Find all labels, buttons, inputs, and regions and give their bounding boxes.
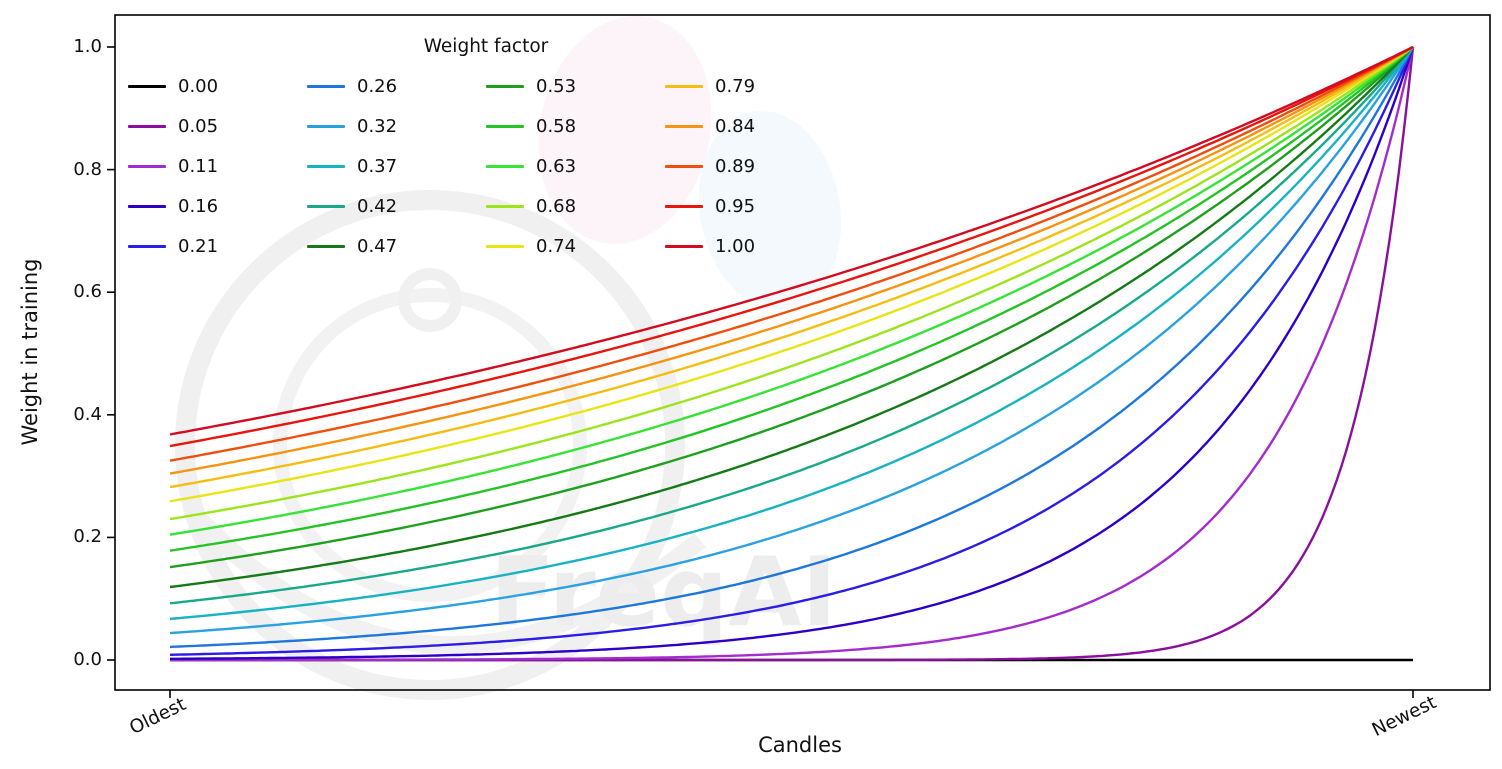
legend: Weight factor 0.00 0.05 0.11 0.16 0.21 0.26 0.… — [128, 36, 844, 266]
legend-item: 0.79 — [665, 76, 844, 97]
legend-swatch — [307, 204, 345, 208]
curve-factor-0.79 — [169, 45, 1414, 489]
curve-factor-0.68 — [169, 46, 1414, 521]
legend-title: Weight factor — [423, 36, 549, 57]
legend-swatch — [307, 244, 345, 248]
curve-factor-0.11 — [170, 46, 1415, 662]
legend-swatch — [307, 124, 345, 128]
legend-item: 0.37 — [307, 156, 486, 177]
y-tick-label: 0.8 — [73, 158, 102, 180]
legend-label: 1.00 — [715, 235, 756, 257]
legend-swatch — [486, 124, 524, 128]
legend-label: 0.95 — [715, 195, 756, 217]
legend-item: 0.26 — [307, 76, 486, 97]
legend-swatch — [665, 204, 703, 208]
curve-factor-0.74 — [169, 46, 1414, 503]
legend-label: 0.84 — [715, 115, 756, 137]
legend-item: 0.11 — [128, 156, 307, 177]
legend-label: 0.37 — [357, 155, 398, 177]
y-tick-label: 0.4 — [73, 403, 102, 425]
axes-box — [114, 14, 1491, 691]
legend-label: 0.79 — [715, 75, 756, 97]
legend-item: 0.00 — [128, 76, 307, 97]
curve-factor-0.32 — [169, 46, 1415, 635]
curve-factor-0.16 — [170, 46, 1415, 660]
legend-label: 0.05 — [178, 115, 219, 137]
legend-label: 0.42 — [357, 195, 398, 217]
legend-item: 0.74 — [486, 236, 665, 257]
legend-item: 0.05 — [128, 116, 307, 137]
legend-swatch — [128, 164, 166, 168]
curve-factor-0.58 — [169, 46, 1414, 552]
legend-label: 0.26 — [357, 75, 398, 97]
legend-swatch — [665, 244, 703, 248]
curve-factor-1.00 — [169, 45, 1414, 436]
legend-label: 0.63 — [536, 155, 577, 177]
legend-label: 0.11 — [178, 155, 219, 177]
legend-item: 0.68 — [486, 196, 665, 217]
curve-factor-0.84 — [169, 45, 1414, 475]
curve-factor-0.37 — [169, 46, 1414, 621]
legend-label: 0.58 — [536, 115, 577, 137]
legend-swatch — [128, 84, 166, 88]
y-axis-label: Weight in training — [18, 258, 42, 446]
axis-ticks — [107, 46, 1414, 698]
curve-factor-0.26 — [169, 46, 1415, 649]
legend-label: 0.68 — [536, 195, 577, 217]
legend-grid: 0.00 0.05 0.11 0.16 0.21 0.26 0.32 0.37 0.42 0.47… — [128, 66, 844, 266]
legend-swatch — [665, 84, 703, 88]
legend-item: 0.58 — [486, 116, 665, 137]
legend-label: 0.89 — [715, 155, 756, 177]
y-tick-label: 0.6 — [73, 281, 102, 303]
legend-item: 0.47 — [307, 236, 486, 257]
legend-swatch — [128, 204, 166, 208]
curve-factor-0.47 — [169, 46, 1414, 589]
legend-label: 0.32 — [357, 115, 398, 137]
legend-swatch — [665, 124, 703, 128]
legend-label: 0.21 — [178, 235, 219, 257]
legend-swatch — [307, 164, 345, 168]
curve-factor-0.89 — [169, 45, 1414, 462]
curve-factor-0.42 — [169, 46, 1414, 605]
legend-item: 0.53 — [486, 76, 665, 97]
legend-swatch — [128, 124, 166, 128]
legend-item: 0.95 — [665, 196, 844, 217]
legend-swatch — [307, 84, 345, 88]
curve-factor-0.21 — [169, 46, 1415, 656]
legend-item: 0.63 — [486, 156, 665, 177]
y-tick-label: 0.2 — [73, 526, 102, 548]
legend-item: 1.00 — [665, 236, 844, 257]
legend-label: 0.74 — [536, 235, 577, 257]
legend-swatch — [128, 244, 166, 248]
watermark-text: FreqAI — [490, 538, 837, 648]
legend-item: 0.21 — [128, 236, 307, 257]
x-axis-label: Candles — [758, 733, 842, 757]
legend-swatch — [665, 164, 703, 168]
y-tick-label: 0.0 — [73, 649, 102, 670]
curve-factor-0.63 — [169, 46, 1414, 536]
curve-factor-0.95 — [169, 45, 1414, 448]
legend-item: 0.16 — [128, 196, 307, 217]
legend-label: 0.53 — [536, 75, 577, 97]
legend-label: 0.00 — [178, 75, 219, 97]
series-curves — [169, 45, 1415, 662]
legend-item: 0.84 — [665, 116, 844, 137]
legend-label: 0.16 — [178, 195, 219, 217]
legend-swatch — [486, 244, 524, 248]
legend-item: 0.32 — [307, 116, 486, 137]
legend-swatch — [486, 204, 524, 208]
legend-swatch — [486, 164, 524, 168]
curve-factor-0.53 — [169, 46, 1414, 569]
legend-swatch — [486, 84, 524, 88]
y-tick-label: 1.0 — [73, 36, 102, 57]
legend-item: 0.42 — [307, 196, 486, 217]
legend-label: 0.47 — [357, 235, 398, 257]
legend-item: 0.89 — [665, 156, 844, 177]
